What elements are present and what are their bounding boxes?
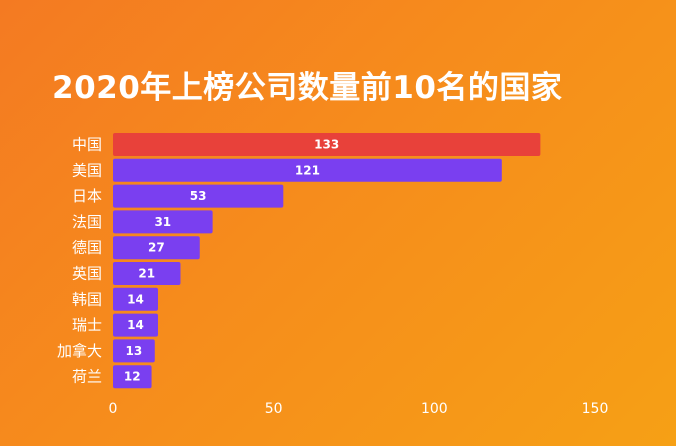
category-label-4: 德国 bbox=[72, 239, 102, 257]
bar-0 bbox=[113, 133, 541, 156]
value-labels: 133 121 53 31 27 21 14 14 13 12 bbox=[124, 138, 339, 384]
bar-3 bbox=[113, 210, 213, 234]
category-label-0: 中国 bbox=[72, 136, 102, 154]
category-label-6: 韩国 bbox=[72, 290, 102, 308]
category-label-9: 荷兰 bbox=[72, 368, 102, 386]
value-label-7: 14 bbox=[127, 318, 144, 332]
category-label-8: 加拿大 bbox=[57, 342, 102, 360]
value-label-5: 21 bbox=[138, 267, 155, 281]
bar-9 bbox=[113, 365, 152, 389]
x-tick-label-1: 50 bbox=[265, 401, 283, 417]
value-label-9: 12 bbox=[124, 370, 141, 384]
value-label-6: 14 bbox=[127, 292, 144, 306]
x-tick-label-0: 0 bbox=[109, 401, 118, 417]
chart-title: 2020年上榜公司数量前10名的国家 bbox=[52, 70, 563, 106]
category-label-1: 美国 bbox=[72, 161, 102, 179]
bar-7 bbox=[113, 313, 158, 337]
x-tick-label-2: 100 bbox=[421, 401, 448, 417]
value-label-2: 53 bbox=[190, 189, 207, 203]
value-label-8: 13 bbox=[126, 344, 143, 358]
value-label-4: 27 bbox=[148, 241, 165, 255]
bar-2 bbox=[113, 184, 284, 208]
bars-group bbox=[113, 133, 541, 389]
bar-5 bbox=[113, 262, 181, 285]
category-label-5: 英国 bbox=[72, 265, 102, 283]
value-label-0: 133 bbox=[314, 138, 339, 152]
x-tick-label-3: 150 bbox=[582, 401, 609, 417]
bar-8 bbox=[113, 339, 155, 363]
x-axis-ticks: 0 50 100 150 bbox=[109, 401, 609, 417]
bar-6 bbox=[113, 287, 158, 311]
category-label-7: 瑞士 bbox=[72, 316, 102, 334]
category-label-2: 日本 bbox=[72, 187, 102, 205]
category-label-3: 法国 bbox=[72, 213, 102, 231]
value-label-3: 31 bbox=[154, 215, 171, 229]
bar-1 bbox=[113, 158, 502, 182]
value-label-1: 121 bbox=[295, 163, 320, 177]
bar-4 bbox=[113, 236, 200, 260]
